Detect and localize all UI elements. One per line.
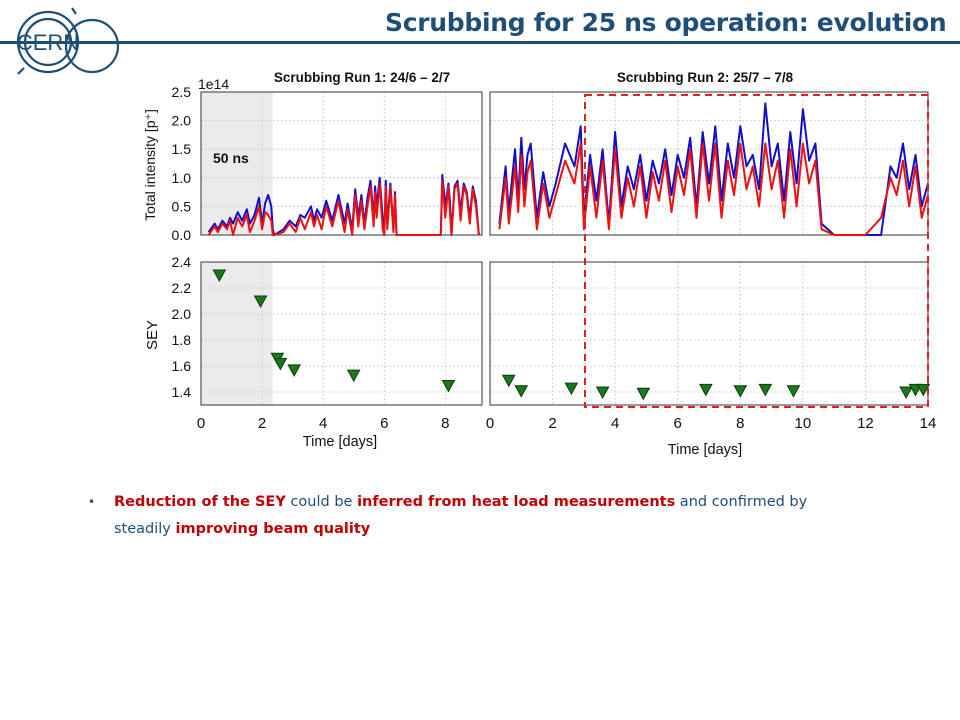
sey-point [514,385,529,398]
panel-frame-i2 [489,91,929,236]
bullet-icon: • [88,495,96,509]
sey-point [786,385,801,398]
shaded-50ns-region [201,262,273,405]
panel-title-run2: Scrubbing Run 2: 25/7 – 7/8 [617,70,794,85]
ytick-label-sey: 1.4 [172,384,192,400]
ytick-label-sey: 2.4 [172,254,192,270]
xtick-label-run2: 14 [920,415,937,432]
xtick-label-run2: 2 [548,415,556,432]
xtick-label-run1: 4 [319,415,327,432]
yaxis-label-intensity: Total intensity [p⁺] [142,109,158,221]
sey-point [287,364,301,377]
bullet-phrase-beam-quality: improving beam quality [175,521,371,537]
ytick-label-sey: 1.8 [172,332,192,348]
sey-point [501,374,516,388]
xtick-label-run2: 8 [736,415,744,432]
bullet-phrase-2: could be [285,494,358,510]
yscale-label: 1e14 [198,76,229,92]
ytick-label-intensity: 0.0 [172,227,192,243]
panel-frame-s2 [489,261,929,406]
ytick-label-intensity: 1.5 [172,141,192,157]
intensity-series-i1-1 [207,179,480,236]
xaxis-label-run1: Time [days] [303,434,377,450]
sey-point [346,369,361,383]
sey-point [636,387,651,401]
ytick-label-intensity: 2.0 [172,113,192,129]
bullet-phrase-4: and confirmed by steadily [114,494,808,537]
sey-point [564,382,579,396]
sey-point [733,385,748,398]
header-rule [0,41,960,44]
bullet-point: • Reduction of the SEY could be inferred… [88,489,848,543]
intensity-series-i2-1 [498,142,929,236]
xtick-label-run2: 6 [674,415,682,432]
ytick-label-intensity: 1.0 [172,170,192,186]
intensity-series-i2-0 [498,102,929,236]
cern-logo: CERN [17,7,120,75]
yaxis-label-sey: SEY [144,320,161,350]
slide-title: Scrubbing for 25 ns operation: evolution [385,8,947,37]
ytick-label-intensity: 2.5 [172,84,192,100]
xtick-label-run1: 6 [380,415,388,432]
xtick-label-run1: 0 [197,415,205,432]
sey-point [699,383,713,397]
bullet-phrase-sey: Reduction of the SEY [114,494,286,510]
panel-title-run1: Scrubbing Run 1: 24/6 – 2/7 [274,70,450,85]
ytick-label-intensity: 0.5 [172,198,192,214]
sey-point [273,357,288,371]
label-50ns: 50 ns [213,150,249,166]
xtick-label-run2: 12 [857,415,874,432]
sey-point [899,386,913,400]
bullet-text: Reduction of the SEY could be inferred f… [114,489,848,543]
highlight-box [584,94,929,408]
sey-point [595,386,610,400]
xtick-label-run1: 2 [258,415,266,432]
panel-frame-s1 [200,261,483,406]
sey-point [212,269,227,283]
ytick-label-sey: 1.6 [172,358,192,374]
xtick-label-run2: 10 [795,415,812,432]
bullet-phrase-heatload: inferred from heat load measurements [357,494,676,510]
xtick-label-run2: 4 [611,415,619,432]
xaxis-label-run2: Time [days] [668,442,742,458]
xtick-label-run1: 8 [441,415,449,432]
ytick-label-sey: 2.2 [172,280,192,296]
sey-point [916,383,931,397]
panel-frame-i1 [200,91,483,236]
xtick-label-run2: 0 [486,415,494,432]
scrubbing-figure: 0.0 0.5 1.0 1.5 2.0 2.5 1e14 1.4 1.6 1.8 2.0 2.2 2.4… [142,70,937,458]
ytick-label-sey: 2.0 [172,306,192,322]
sey-point [253,295,268,309]
sey-point [758,383,773,397]
logo-text: CERN [17,30,79,55]
sey-point [441,380,456,393]
